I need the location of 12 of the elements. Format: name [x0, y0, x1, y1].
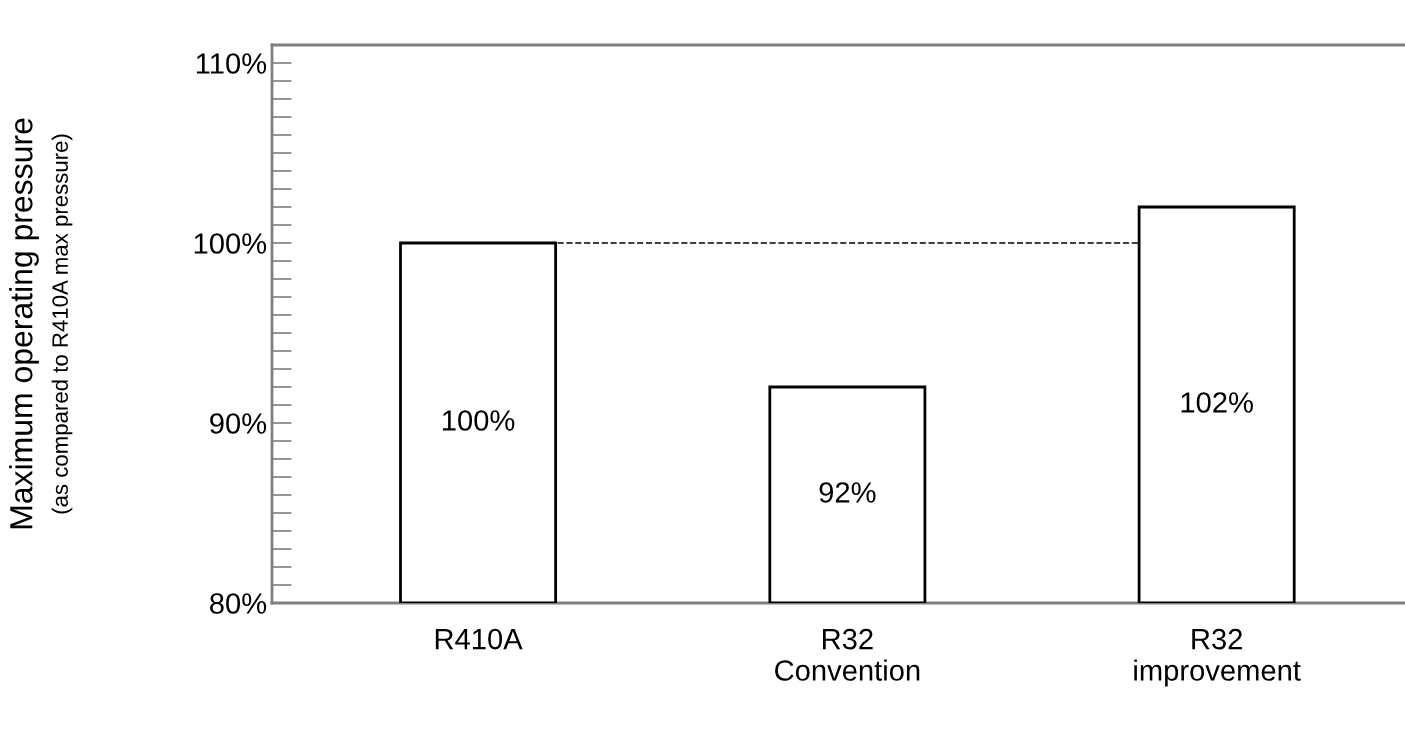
data-label: 102%: [1181, 392, 1253, 413]
x-tick-label: R32 Convention: [775, 628, 920, 681]
x-tick-label: R32 improvement: [1134, 628, 1301, 687]
data-label: 92%: [819, 482, 876, 503]
x-tick-label: R410A: [435, 628, 523, 650]
y-tick-label: 90%: [210, 413, 267, 434]
text: (as compared to R410A max pressure): [51, 134, 73, 514]
y-tick-label: 100%: [194, 233, 267, 254]
data-label: 100%: [442, 410, 515, 431]
y-tick-label: 110%: [196, 53, 267, 74]
y-tick-label: 80%: [210, 593, 267, 614]
y-axis-title: Maximum operating pressure: [9, 118, 39, 529]
